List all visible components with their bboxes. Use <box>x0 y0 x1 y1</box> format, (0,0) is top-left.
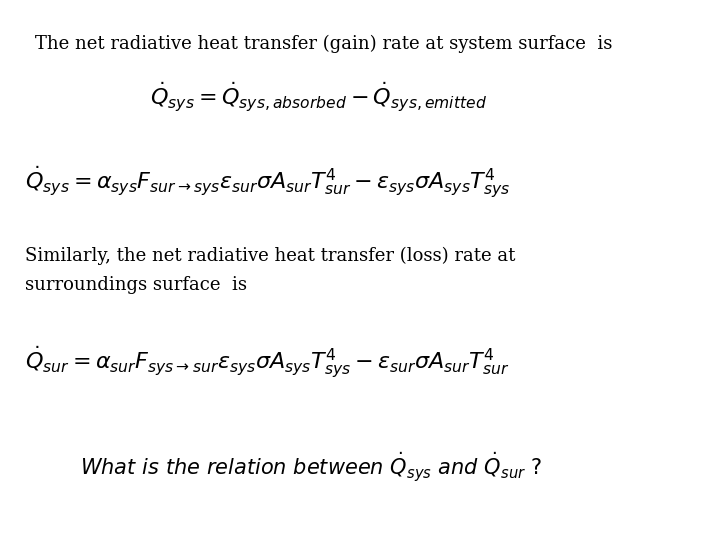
Text: $\dot{Q}_{sys} = \alpha_{sys} F_{sur \rightarrow sys} \varepsilon_{sur} \sigma A: $\dot{Q}_{sys} = \alpha_{sys} F_{sur \ri… <box>25 165 510 201</box>
Text: $\dot{Q}_{sur} = \alpha_{sur} F_{sys \rightarrow sur} \varepsilon_{sys} \sigma A: $\dot{Q}_{sur} = \alpha_{sur} F_{sys \ri… <box>25 345 510 381</box>
Text: $\mathit{What\ is\ the\ relation\ between\ }\dot{Q}_{sys}\mathit{\ and\ }\dot{Q}: $\mathit{What\ is\ the\ relation\ betwee… <box>80 450 542 483</box>
Text: Similarly, the net radiative heat transfer (loss) rate at
surroundings surface  : Similarly, the net radiative heat transf… <box>25 247 516 294</box>
Text: The net radiative heat transfer (gain) rate at system surface  is: The net radiative heat transfer (gain) r… <box>35 35 613 53</box>
Text: $\dot{Q}_{sys} = \dot{Q}_{sys,absorbed} - \dot{Q}_{sys,emitted}$: $\dot{Q}_{sys} = \dot{Q}_{sys,absorbed} … <box>150 80 487 114</box>
